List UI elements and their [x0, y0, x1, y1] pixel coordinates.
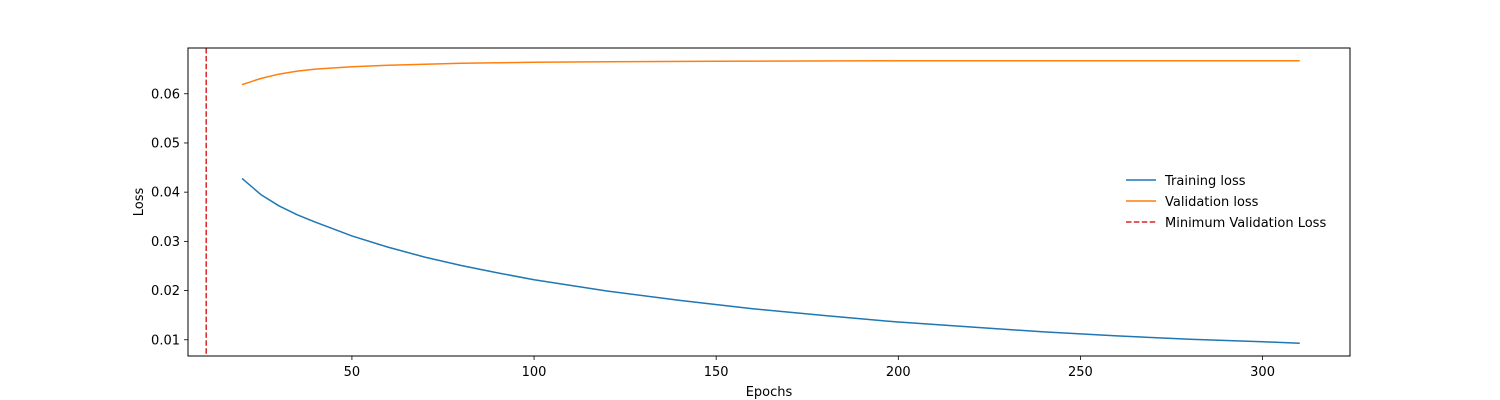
- legend-label: Training loss: [1164, 174, 1246, 189]
- x-tick-label: 150: [704, 365, 729, 380]
- x-tick-label: 300: [1250, 365, 1275, 380]
- x-axis-label: Epochs: [746, 385, 793, 400]
- legend-label: Minimum Validation Loss: [1165, 216, 1326, 231]
- x-tick-label: 50: [344, 365, 361, 380]
- x-tick-label: 100: [522, 365, 547, 380]
- y-tick-label: 0.03: [151, 235, 180, 250]
- y-tick-label: 0.05: [151, 136, 180, 151]
- y-tick-label: 0.01: [151, 333, 180, 348]
- y-tick-label: 0.04: [151, 186, 180, 201]
- y-tick-label: 0.02: [151, 284, 180, 299]
- legend-label: Validation loss: [1165, 195, 1259, 210]
- x-tick-label: 200: [886, 365, 911, 380]
- series-line-validation-loss: [241, 60, 1300, 86]
- plot-frame: [187, 47, 1351, 357]
- x-axis-ticks: 50 100 150 200 250 300: [344, 356, 1275, 380]
- y-tick-label: 0.06: [151, 87, 180, 102]
- legend-item-minimum-validation-loss: Minimum Validation Loss: [1126, 216, 1326, 231]
- y-axis-ticks: 0.01 0.02 0.03 0.04 0.05 0.06: [151, 87, 188, 348]
- legend-item-validation-loss: Validation loss: [1126, 195, 1259, 210]
- x-tick-label: 250: [1068, 365, 1093, 380]
- series-line-training-loss: [241, 177, 1300, 344]
- legend: Training loss Validation loss Minimum Vali…: [1126, 174, 1326, 231]
- plot-content: [205, 48, 1300, 356]
- legend-item-training-loss: Training loss: [1126, 174, 1246, 189]
- y-axis-label: Loss: [132, 188, 147, 217]
